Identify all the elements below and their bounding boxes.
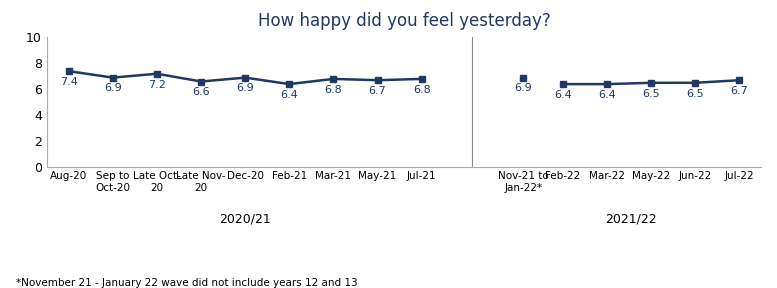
Text: *November 21 - January 22 wave did not include years 12 and 13: *November 21 - January 22 wave did not i… xyxy=(16,278,357,288)
Text: 7.2: 7.2 xyxy=(148,79,166,90)
Text: 6.4: 6.4 xyxy=(598,90,616,100)
Text: 6.5: 6.5 xyxy=(686,89,704,98)
Text: 7.4: 7.4 xyxy=(60,77,78,87)
Text: 6.4: 6.4 xyxy=(280,90,298,100)
Text: 6.6: 6.6 xyxy=(192,87,210,97)
Text: 6.5: 6.5 xyxy=(643,89,660,98)
Text: 6.4: 6.4 xyxy=(554,90,572,100)
Text: 6.9: 6.9 xyxy=(236,84,254,93)
Text: 6.8: 6.8 xyxy=(413,85,430,95)
Title: How happy did you feel yesterday?: How happy did you feel yesterday? xyxy=(258,12,550,30)
Text: 6.8: 6.8 xyxy=(325,85,343,95)
Text: 2021/22: 2021/22 xyxy=(605,213,657,226)
Text: 6.9: 6.9 xyxy=(104,84,122,93)
Text: 6.7: 6.7 xyxy=(730,86,748,96)
Text: 6.7: 6.7 xyxy=(369,86,386,96)
Text: 2020/21: 2020/21 xyxy=(219,213,271,226)
Text: 6.9: 6.9 xyxy=(514,84,532,93)
